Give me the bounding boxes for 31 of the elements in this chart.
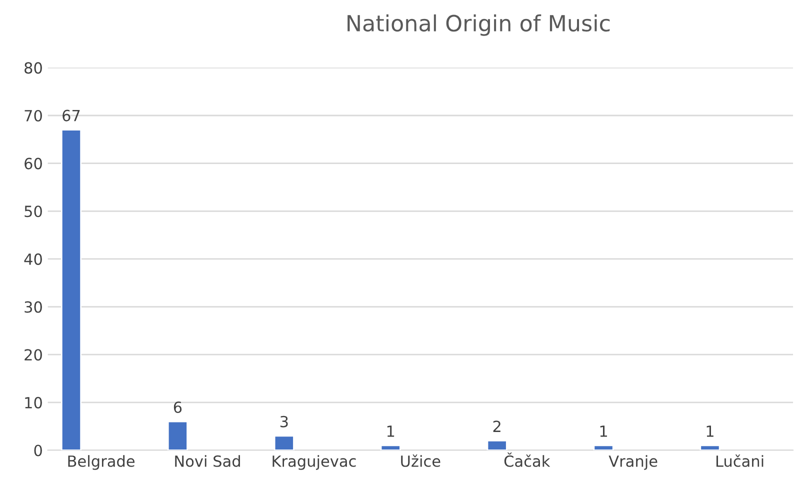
data-label: 3 <box>280 416 288 428</box>
bar <box>167 420 188 450</box>
bar <box>486 440 508 450</box>
y-tick-label: 80 <box>24 62 42 74</box>
y-tick-label: 50 <box>24 206 42 218</box>
x-tick-label: Čačak <box>504 452 550 467</box>
x-tick-label: Vranje <box>608 455 658 470</box>
y-tick-label: 30 <box>24 301 42 313</box>
bar <box>700 444 720 450</box>
x-tick-label: Užice <box>401 454 440 467</box>
data-label: 1 <box>387 426 394 437</box>
y-tick-label: 60 <box>24 158 42 170</box>
y-tick-label: 0 <box>34 444 42 456</box>
bar <box>593 444 614 450</box>
bar <box>274 435 294 450</box>
y-tick-label: 20 <box>24 349 42 361</box>
x-tick-label: Novi Sad <box>175 455 240 467</box>
chart-title: National Origin of Music <box>348 14 610 36</box>
bar <box>60 129 82 450</box>
data-label: 1 <box>706 426 714 437</box>
x-tick-label: Kragujevac <box>272 455 356 470</box>
y-tick-label: 40 <box>24 253 42 265</box>
data-label: 6 <box>174 401 182 414</box>
y-tick-label: 70 <box>24 110 42 122</box>
data-label: 1 <box>600 426 607 437</box>
y-tick-label: 10 <box>25 396 42 408</box>
data-label: 67 <box>62 110 80 122</box>
bar <box>380 444 401 450</box>
data-label: 2 <box>493 420 500 432</box>
x-tick-label: Lučani <box>716 454 764 467</box>
x-tick-label: Belgrade <box>68 455 135 470</box>
